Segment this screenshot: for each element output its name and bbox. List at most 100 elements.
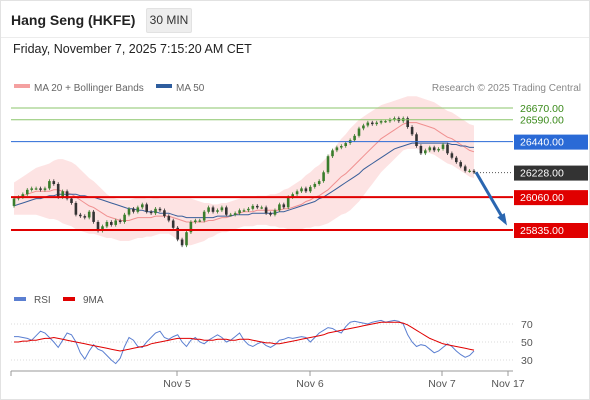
x-axis-ticks: Nov 5 Nov 6 Nov 7 Nov 17: [10, 371, 525, 390]
candle-body: [450, 153, 454, 158]
candle-body: [83, 216, 87, 218]
legend-rsi-label: RSI: [34, 295, 51, 306]
level-tag-pivot: [514, 134, 588, 150]
legend-rsi-swatch: [14, 297, 26, 301]
rsi-tick-label: 50: [521, 337, 533, 349]
candle-body: [34, 188, 38, 190]
candle-body: [185, 232, 188, 246]
candle-body: [463, 166, 467, 171]
candle-body: [220, 207, 224, 211]
candle-body: [123, 214, 126, 222]
candle-body: [180, 239, 184, 246]
candle-body: [344, 143, 347, 146]
candle-body: [264, 207, 268, 214]
timestamp: Friday, November 7, 2025 7:15:20 AM CET: [13, 42, 252, 56]
candle-body: [242, 210, 246, 212]
candle-body: [309, 186, 312, 192]
candle-body: [322, 172, 325, 182]
level-label-support: 26060.00: [520, 192, 564, 204]
x-tick-label: Nov 17: [491, 378, 524, 390]
legend-ma20-swatch: [14, 84, 30, 88]
candle-body: [335, 147, 339, 151]
legend-9ma-swatch: [63, 297, 75, 301]
header-divider: [1, 37, 589, 38]
candle-body: [256, 205, 259, 208]
candle-body: [194, 220, 197, 222]
candle-body: [87, 211, 91, 218]
candle-body: [225, 207, 228, 215]
candle-body: [295, 191, 299, 195]
candle-body: [446, 144, 449, 154]
candle-body: [12, 198, 16, 206]
candle-body: [286, 197, 290, 208]
candle-body: [357, 128, 361, 136]
candle-body: [114, 220, 117, 225]
level-tag-support: [514, 190, 588, 206]
x-tick-label: Nov 5: [163, 378, 191, 390]
candle-body: [216, 210, 219, 212]
candle-body: [61, 191, 64, 198]
candle-body: [26, 189, 29, 195]
candle-body: [70, 198, 73, 203]
legend-9ma-label: 9MA: [83, 295, 104, 306]
candle-body: [304, 188, 308, 192]
candle-body: [326, 156, 330, 173]
x-tick-label: Nov 7: [428, 378, 456, 390]
candle-body: [441, 144, 445, 149]
candle-body: [459, 162, 462, 167]
candle-body: [247, 208, 250, 211]
candle-body: [30, 188, 33, 190]
candle-body: [101, 226, 104, 231]
rsi-plot: 30 50 70: [11, 319, 533, 367]
candle-body: [21, 194, 25, 198]
timeframe-badge[interactable]: 30 MIN: [146, 8, 192, 33]
candle-body: [260, 207, 263, 209]
legend-ma20-label: MA 20 + Bollinger Bands: [34, 83, 144, 94]
x-tick-label: Nov 6: [296, 378, 324, 390]
candle-body: [238, 210, 241, 214]
candle-body: [282, 204, 286, 208]
candle-body: [141, 204, 144, 208]
candle-body: [375, 122, 378, 125]
candle-body: [189, 222, 193, 233]
candle-body: [207, 207, 210, 212]
candle-body: [313, 184, 317, 187]
candle-body: [419, 146, 423, 154]
candle-body: [198, 220, 202, 222]
candle-body: [145, 204, 148, 212]
candle-body: [110, 222, 113, 225]
candle-body: [167, 216, 171, 221]
candle-body: [118, 220, 122, 222]
forecast-arrowhead: [497, 213, 507, 226]
candle-body: [56, 184, 60, 198]
candle-body: [371, 122, 374, 125]
candle-body: [233, 213, 237, 215]
candle-body: [43, 188, 47, 190]
candle-body: [468, 170, 471, 172]
candle-body: [171, 220, 175, 228]
rsi-line: [14, 319, 475, 365]
candle-body: [472, 170, 476, 173]
candle-body: [127, 208, 131, 215]
candle-body: [291, 194, 294, 198]
candle-body: [202, 211, 206, 221]
candle-body: [229, 214, 232, 216]
candle-body: [278, 204, 281, 211]
level-label-pivot: 26440.00: [520, 137, 564, 149]
candle-body: [136, 207, 140, 212]
candle-body: [384, 121, 387, 123]
candle-body: [92, 211, 95, 222]
level-label-resistance: 26590.00: [520, 115, 564, 127]
legend-ma50-label: MA 50: [176, 83, 205, 94]
credit-text: Research © 2025 Trading Central: [432, 83, 581, 94]
level-tag-last: [514, 165, 588, 181]
level-label-resistance: 26670.00: [520, 103, 564, 115]
candle-body: [163, 210, 166, 217]
forecast-arrow: [474, 171, 507, 223]
candle-body: [362, 125, 365, 129]
candle-body: [410, 127, 414, 135]
rsi-tick-label: 30: [521, 355, 533, 367]
